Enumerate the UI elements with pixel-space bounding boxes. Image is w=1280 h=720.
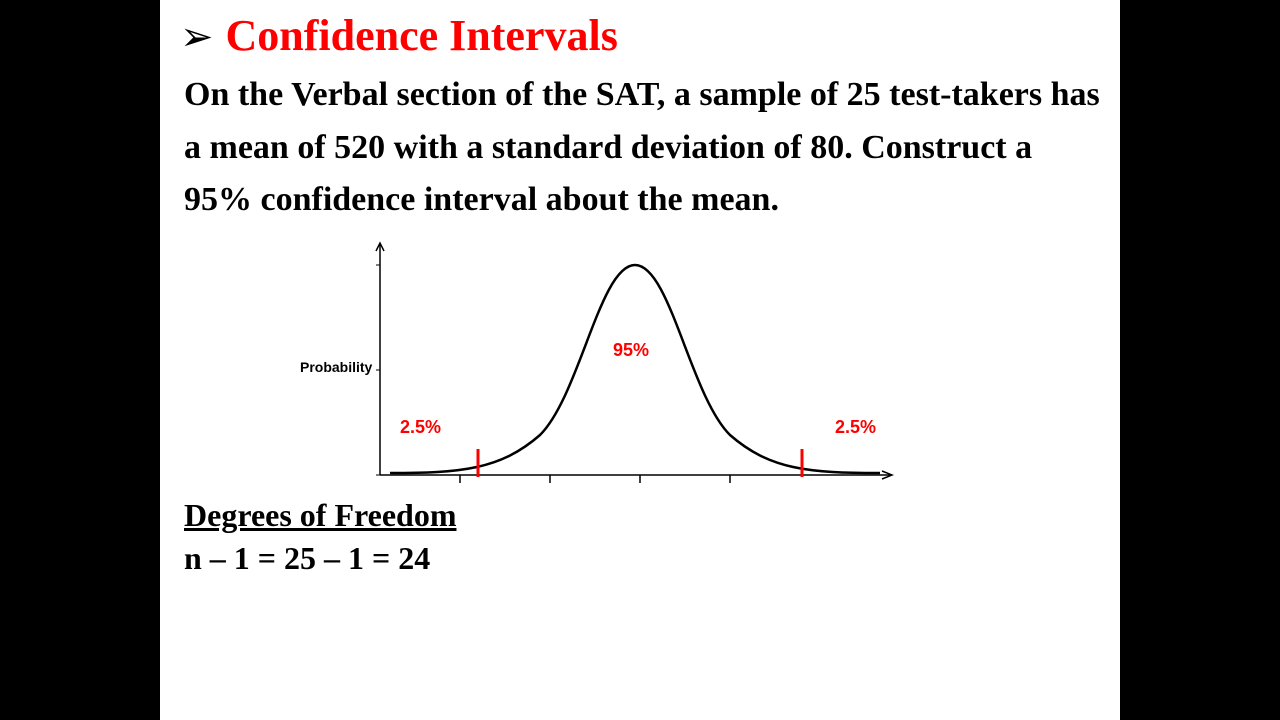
left-tail-label: 2.5% (400, 417, 441, 438)
bell-curve-svg (300, 235, 920, 495)
degrees-of-freedom-calc: n – 1 = 25 – 1 = 24 (184, 540, 1100, 577)
bell-curve-chart: Probability 95% 2.5% 2.5% (300, 235, 920, 495)
right-tail-label: 2.5% (835, 417, 876, 438)
slide-title: Confidence Intervals (226, 10, 618, 61)
problem-statement: On the Verbal section of the SAT, a samp… (184, 69, 1100, 227)
title-row: ➢ Confidence Intervals (180, 10, 1100, 61)
slide-content: ➢ Confidence Intervals On the Verbal sec… (160, 0, 1120, 720)
y-axis-label: Probability (300, 359, 372, 375)
bullet-arrow-icon: ➢ (180, 17, 214, 57)
center-label: 95% (613, 340, 649, 361)
degrees-of-freedom-heading: Degrees of Freedom (184, 497, 1100, 534)
